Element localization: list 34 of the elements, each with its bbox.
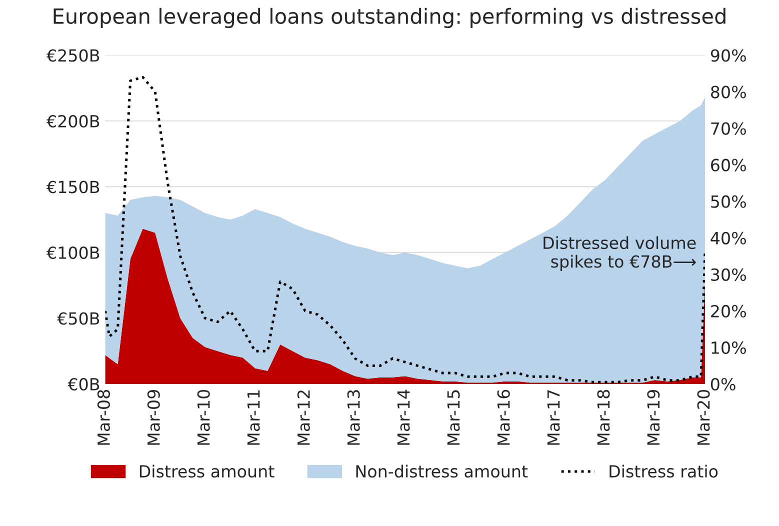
y2-tick-label: 40% xyxy=(710,232,746,244)
y-tick-label: €200B xyxy=(46,114,100,128)
x-tick-label: Mar-10 xyxy=(197,390,210,445)
x-tick-label: Mar-19 xyxy=(647,390,660,445)
x-tick-label: Mar-12 xyxy=(297,390,310,445)
y-tick-label: €50B xyxy=(57,312,100,325)
y2-tick-label: 30% xyxy=(711,268,746,281)
y2-tick-label: 20% xyxy=(711,304,746,318)
y2-tick-label: 90% xyxy=(710,49,746,62)
x-tick-label: Mar-17 xyxy=(547,390,560,445)
x-tick-label: Mar-11 xyxy=(247,390,260,445)
y2-tick-label: 70% xyxy=(711,122,746,135)
y-tick-label: €150B xyxy=(46,180,100,194)
legend-label: Distress amount xyxy=(140,464,274,478)
y-tick-label: €0B xyxy=(68,378,100,391)
x-tick-label: Mar-15 xyxy=(447,390,460,445)
x-tick-label: Mar-14 xyxy=(397,390,410,445)
x-tick-label: Mar-20 xyxy=(697,390,710,445)
x-tick-label: Mar-16 xyxy=(497,390,510,445)
x-tick-label: Mar-09 xyxy=(147,390,160,445)
y-tick-label: €250B xyxy=(46,49,100,62)
legend-label: Distress ratio xyxy=(610,464,718,478)
annotation: Distressed volume spikes to €78B⟶ xyxy=(544,236,696,272)
y2-tick-label: 0% xyxy=(710,378,736,391)
chart-title: European leveraged loans outstanding: performing vs distressed xyxy=(54,8,726,28)
y2-tick-label: 80% xyxy=(710,86,746,98)
legend-label: Non-distress amount xyxy=(356,464,528,478)
x-tick-label: Mar-08 xyxy=(97,390,110,445)
x-tick-label: Mar-18 xyxy=(597,390,610,445)
y2-tick-label: 60% xyxy=(711,158,746,172)
y-tick-label: €100B xyxy=(46,246,100,260)
x-tick-label: Mar-13 xyxy=(347,390,360,445)
y2-tick-label: 50% xyxy=(711,195,746,208)
y2-tick-label: 10% xyxy=(712,341,746,354)
